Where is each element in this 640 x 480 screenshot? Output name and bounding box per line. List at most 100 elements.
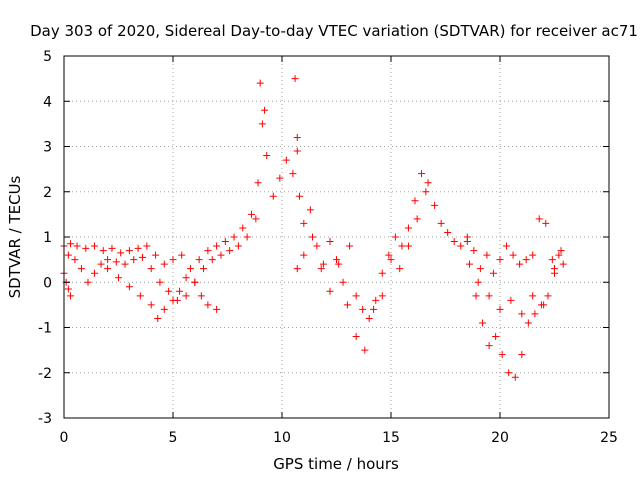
data-point xyxy=(413,215,421,223)
data-point xyxy=(479,319,487,327)
data-point xyxy=(387,256,395,264)
data-point xyxy=(378,292,386,300)
x-tick-label: 20 xyxy=(491,430,509,446)
data-point xyxy=(404,224,412,232)
data-point xyxy=(346,242,354,250)
data-point xyxy=(156,278,164,286)
data-point xyxy=(160,260,168,268)
data-point xyxy=(422,188,430,196)
data-point xyxy=(112,258,120,266)
data-point xyxy=(291,75,299,83)
data-point xyxy=(335,260,343,268)
data-point xyxy=(319,260,327,268)
x-axis-title: GPS time / hours xyxy=(273,455,399,473)
data-point xyxy=(213,305,221,313)
data-point xyxy=(457,242,465,250)
data-point xyxy=(555,251,563,259)
y-axis: -3 -2 -1 0 1 2 3 4 5 xyxy=(38,49,609,427)
data-point xyxy=(507,296,515,304)
data-points xyxy=(60,75,567,381)
data-point xyxy=(186,265,194,273)
data-point xyxy=(117,249,125,257)
data-point xyxy=(295,192,303,200)
data-point xyxy=(239,224,247,232)
data-point xyxy=(77,265,85,273)
data-point xyxy=(370,305,378,313)
data-point xyxy=(437,219,445,227)
series-track-b xyxy=(64,79,269,304)
data-point xyxy=(372,296,380,304)
data-point xyxy=(524,319,532,327)
data-point xyxy=(258,120,266,128)
data-point xyxy=(269,192,277,200)
data-point xyxy=(411,197,419,205)
data-point xyxy=(64,251,72,259)
data-point xyxy=(503,242,511,250)
data-point xyxy=(169,296,177,304)
data-point xyxy=(263,152,271,160)
data-point xyxy=(535,215,543,223)
data-point xyxy=(91,242,99,250)
data-point xyxy=(483,251,491,259)
data-point xyxy=(378,269,386,277)
data-point xyxy=(544,292,552,300)
data-point xyxy=(230,233,238,241)
data-point xyxy=(518,351,526,359)
data-point xyxy=(352,333,360,341)
data-point xyxy=(498,351,506,359)
series-track-d xyxy=(291,75,471,322)
data-point xyxy=(165,287,173,295)
data-point xyxy=(485,342,493,350)
x-tick-label: 5 xyxy=(169,430,178,446)
data-point xyxy=(516,260,524,268)
data-point xyxy=(293,133,301,141)
x-tick-label: 15 xyxy=(382,430,400,446)
data-point xyxy=(125,283,133,291)
y-tick-label: 3 xyxy=(43,140,52,156)
series-track-a xyxy=(60,120,301,273)
data-point xyxy=(472,292,480,300)
data-point xyxy=(256,79,264,87)
data-point xyxy=(489,269,497,277)
data-point xyxy=(217,251,225,259)
x-tick-label: 0 xyxy=(60,430,69,446)
data-point xyxy=(518,310,526,318)
data-point xyxy=(160,305,168,313)
data-point xyxy=(361,346,369,354)
data-point xyxy=(104,265,112,273)
data-point xyxy=(152,251,160,259)
data-point xyxy=(398,242,406,250)
series-track-g xyxy=(465,247,565,381)
data-point xyxy=(522,256,530,264)
data-point xyxy=(182,274,190,282)
data-point xyxy=(67,240,75,248)
data-point xyxy=(359,305,367,313)
series-track-f xyxy=(463,215,563,277)
data-point xyxy=(496,256,504,264)
data-point xyxy=(444,228,452,236)
data-point xyxy=(204,247,212,255)
data-point xyxy=(343,301,351,309)
data-point xyxy=(339,278,347,286)
data-point xyxy=(134,244,142,252)
data-point xyxy=(529,251,537,259)
data-point xyxy=(551,269,558,277)
data-point xyxy=(492,333,500,341)
data-point xyxy=(289,170,297,178)
data-point xyxy=(470,247,478,255)
data-point xyxy=(548,256,556,264)
data-point xyxy=(540,301,548,309)
data-point xyxy=(208,256,216,264)
data-point xyxy=(108,244,116,252)
data-point xyxy=(559,260,567,268)
data-point xyxy=(431,201,439,209)
data-point xyxy=(396,265,404,273)
data-point xyxy=(154,314,162,322)
x-axis: 0 5 10 15 20 25 xyxy=(60,56,618,446)
data-point xyxy=(276,174,284,182)
data-point xyxy=(169,256,177,264)
x-tick-label: 25 xyxy=(600,430,618,446)
data-point xyxy=(191,278,199,286)
data-point xyxy=(505,369,513,377)
data-point xyxy=(125,247,133,255)
